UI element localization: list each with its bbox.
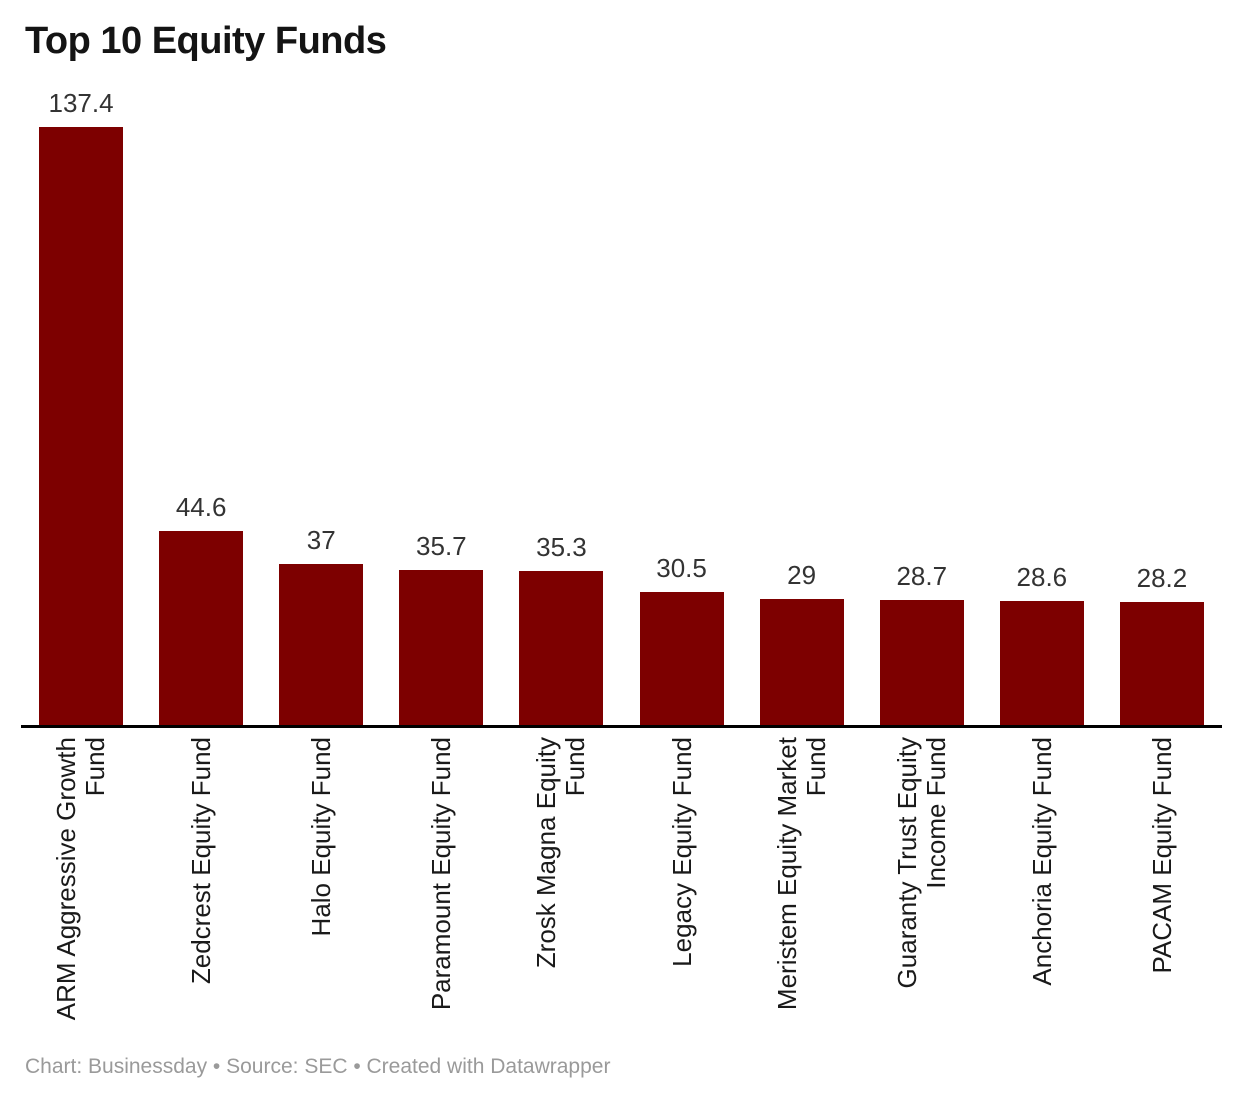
bar-value-label: 35.7: [416, 530, 467, 561]
x-axis-label: Zrosk Magna Equity Fund: [531, 737, 591, 969]
x-axis-label: Halo Equity Fund: [305, 737, 336, 937]
bar-value-label: 37: [306, 524, 336, 555]
bar-value-label: 28.7: [896, 561, 948, 592]
x-axis-label: Anchoria Equity Fund: [1026, 737, 1057, 986]
bar-value-label: 30.5: [656, 553, 707, 584]
bar[interactable]: [159, 530, 244, 725]
bar-value-label: 28.2: [1136, 563, 1188, 594]
bar-value-label: 35.3: [536, 532, 587, 563]
x-axis-label: Guaranty Trust Equity Income Fund: [891, 737, 951, 989]
x-axis-label: Paramount Equity Fund: [425, 737, 456, 1011]
bar-value-label: 137.4: [48, 88, 114, 118]
bar[interactable]: [519, 571, 604, 725]
bar[interactable]: [999, 600, 1084, 725]
bar[interactable]: [759, 598, 844, 725]
bar[interactable]: [279, 563, 364, 725]
x-axis-label: Zedcrest Equity Fund: [185, 737, 216, 985]
chart-footer: Chart: Businessday • Source: SEC • Creat…: [25, 1055, 611, 1078]
bar[interactable]: [1119, 602, 1204, 725]
bar[interactable]: [639, 592, 724, 725]
chart-title: Top 10 Equity Funds: [25, 20, 387, 62]
x-axis-label: ARM Aggressive Growth Fund: [51, 737, 111, 1021]
bar[interactable]: [399, 569, 484, 725]
x-axis-label: Meristem Equity Market Fund: [771, 737, 831, 1011]
bar-value-label: 44.6: [175, 491, 227, 522]
x-axis-label: Legacy Equity Fund: [666, 737, 697, 967]
x-axis-label: PACAM Equity Fund: [1146, 737, 1177, 974]
bar-value-label: 29: [787, 559, 817, 590]
bar[interactable]: [879, 600, 964, 725]
bar[interactable]: [39, 127, 124, 725]
x-axis-line: [21, 725, 1222, 728]
bar-value-label: 28.6: [1016, 561, 1068, 592]
